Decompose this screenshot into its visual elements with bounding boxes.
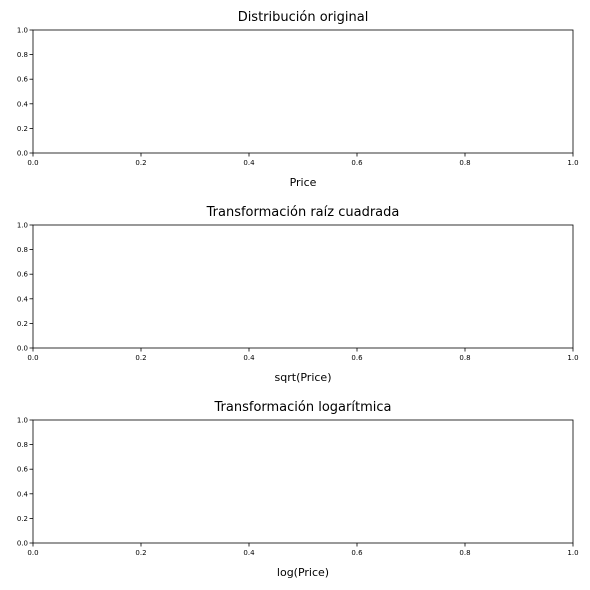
y-tick-label: 0.6	[17, 466, 29, 474]
y-tick-label: 0.2	[17, 320, 28, 328]
x-axis-label: log(Price)	[277, 566, 329, 579]
x-tick-label: 0.0	[27, 159, 38, 167]
y-tick-label: 0.6	[17, 76, 29, 84]
y-tick-label: 0.8	[17, 246, 28, 254]
x-tick-label: 0.2	[135, 354, 146, 362]
x-tick-label: 1.0	[567, 354, 578, 362]
axes-frame	[32, 419, 574, 544]
y-tick-label: 0.0	[17, 345, 28, 353]
x-tick-label: 1.0	[567, 549, 578, 557]
subplot-1: Distribución original 0.0 0.2 0.4 0.6 0.8 1.0 0…	[17, 10, 579, 189]
y-tick-label: 0.8	[17, 51, 28, 59]
y-tick-label: 0.2	[17, 515, 28, 523]
subplot-title: Distribución original	[238, 10, 369, 25]
y-tick-label: 0.0	[17, 150, 28, 158]
x-tick-label: 0.4	[243, 549, 255, 557]
axes-frame	[32, 224, 574, 349]
x-tick-label: 0.2	[135, 549, 146, 557]
y-tick-label: 0.2	[17, 125, 28, 133]
x-tick-label: 0.6	[351, 549, 363, 557]
x-tick-label: 0.2	[135, 159, 146, 167]
y-tick-label: 1.0	[17, 222, 28, 230]
x-axis-label: sqrt(Price)	[275, 371, 332, 384]
x-tick-label: 0.0	[27, 549, 38, 557]
subplot-3: Transformación logarítmica 0.0 0.2 0.4 0.6 0.…	[17, 400, 579, 579]
subplot-2: Transformación raíz cuadrada 0.0 0.2 0.4 0.6…	[17, 205, 579, 384]
x-tick-label: 1.0	[567, 159, 578, 167]
x-tick-label: 0.8	[459, 159, 470, 167]
x-axis-label: Price	[290, 176, 317, 189]
x-tick-label: 0.0	[27, 354, 38, 362]
y-tick-label: 0.4	[17, 100, 29, 108]
x-tick-label: 0.8	[459, 354, 470, 362]
x-tick-label: 0.4	[243, 354, 255, 362]
y-tick-label: 0.0	[17, 540, 28, 548]
y-tick-label: 1.0	[17, 27, 28, 35]
x-tick-label: 0.8	[459, 549, 470, 557]
y-tick-label: 0.4	[17, 295, 29, 303]
y-tick-label: 0.4	[17, 490, 29, 498]
axes-frame	[32, 29, 574, 154]
subplot-title: Transformación raíz cuadrada	[206, 205, 400, 220]
y-tick-label: 0.8	[17, 441, 28, 449]
subplot-title: Transformación logarítmica	[214, 400, 392, 415]
x-tick-label: 0.6	[351, 159, 363, 167]
y-tick-label: 1.0	[17, 417, 28, 425]
x-tick-label: 0.4	[243, 159, 255, 167]
x-tick-label: 0.6	[351, 354, 363, 362]
y-tick-label: 0.6	[17, 271, 29, 279]
